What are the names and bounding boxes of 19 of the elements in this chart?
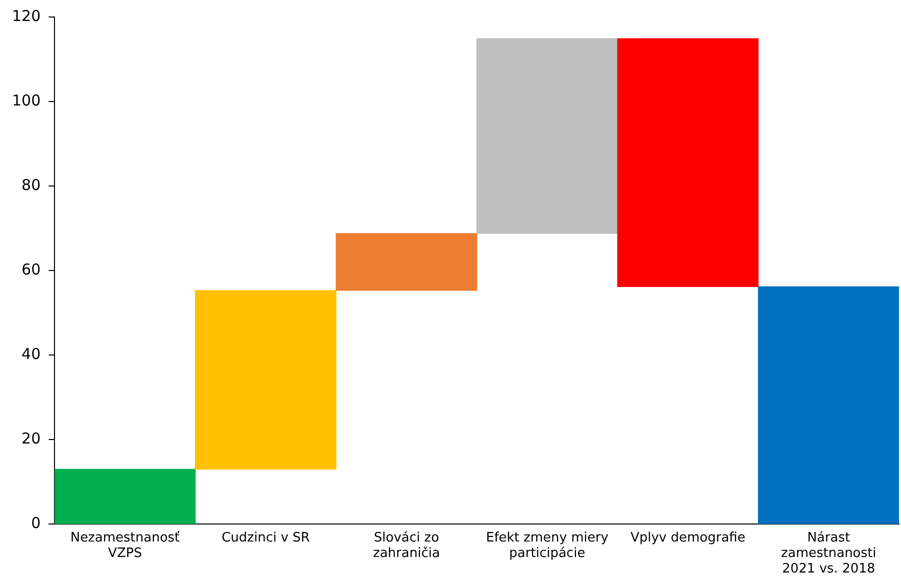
bar — [476, 38, 618, 234]
y-tick-label: 20 — [22, 430, 41, 448]
x-tick-label: Nezamestnanosť VZPS — [70, 530, 180, 561]
bar — [195, 290, 336, 470]
x-tick-label: Efekt zmeny miery participácie — [486, 530, 609, 561]
y-tick-label: 80 — [22, 176, 41, 194]
y-tick-label: 0 — [31, 514, 41, 532]
x-tick-label: Slováci zo zahraničia — [372, 530, 440, 561]
bar — [758, 286, 899, 524]
y-tick-label: 60 — [22, 260, 41, 278]
bar — [336, 233, 478, 291]
x-tick-label: Cudzinci v SR — [222, 530, 310, 546]
y-tick-label: 40 — [22, 345, 41, 364]
bar — [617, 38, 759, 287]
x-tick-label: Vplyv demografie — [630, 530, 746, 546]
bar — [54, 468, 196, 524]
y-tick-label: 100 — [12, 91, 41, 110]
x-tick-label: Nárast zamestnanosti 2021 vs. 2018 — [781, 530, 876, 577]
y-tick-label: 120 — [12, 6, 41, 25]
